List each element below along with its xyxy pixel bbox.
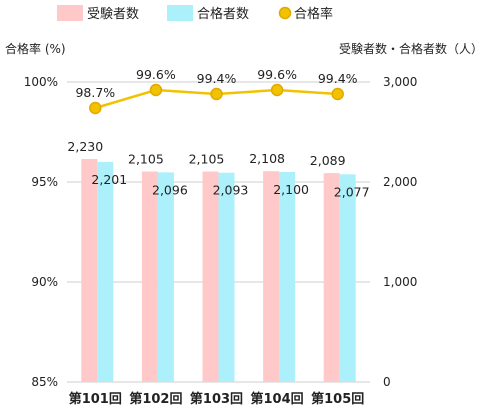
passers-value-label: 2,077	[334, 184, 370, 199]
x-axis-tick-label: 第102回	[129, 391, 182, 407]
pass-rate-point	[89, 101, 102, 115]
legend-label: 受験者数	[87, 7, 139, 22]
passers-value-label: 2,096	[152, 182, 188, 197]
passers-bar	[279, 172, 296, 382]
pass-rate-line: 98.7% 99.6% 99.4% 99.6% 99.4%	[75, 67, 358, 115]
y-right-tick-label: 1,000	[383, 275, 417, 289]
y-left-tick-label: 95%	[31, 175, 58, 189]
pass-rate-value-label: 98.7%	[75, 85, 115, 100]
passers-bar	[157, 172, 174, 382]
pass-rate-value-label: 99.6%	[136, 67, 176, 82]
examinees-value-label: 2,108	[249, 151, 285, 166]
examinees-bar	[141, 171, 158, 382]
legend-swatch	[57, 5, 83, 21]
bar-value-labels: 2,2302,2012,1052,0962,1052,0932,1082,100…	[67, 139, 369, 199]
examinees-bar	[323, 173, 340, 382]
y-right-tick-labels: 3,000 2,000 1,000 0	[383, 75, 417, 389]
examinees-value-label: 2,230	[67, 139, 103, 154]
y-left-axis-title: 合格率 (%)	[5, 41, 66, 56]
examinees-bar	[202, 171, 219, 382]
y-right-tick-label: 0	[383, 375, 391, 389]
examinees-bar	[263, 171, 280, 382]
pass-rate-point	[210, 87, 223, 101]
y-left-tick-labels: 100% 95% 90% 85%	[24, 75, 58, 389]
pass-rate-value-label: 99.4%	[197, 71, 237, 86]
pass-rate-value-label: 99.4%	[318, 71, 358, 86]
x-axis-tick-labels: 第101回 第102回 第103回 第104回 第105回	[69, 391, 365, 407]
x-axis-tick-label: 第104回	[251, 391, 304, 407]
y-right-axis-title: 受験者数・合格者数（人）	[339, 41, 483, 56]
x-axis-tick-label: 第103回	[190, 391, 243, 407]
y-left-tick-label: 100%	[24, 75, 58, 89]
examinees-value-label: 2,105	[189, 152, 225, 167]
legend-label: 合格者数	[197, 6, 249, 22]
examinees-value-label: 2,089	[310, 153, 346, 168]
legend-marker	[278, 6, 292, 20]
pass-rate-point	[331, 87, 344, 101]
y-left-tick-label: 90%	[31, 275, 58, 289]
pass-rate-value-label: 99.6%	[257, 67, 297, 82]
passers-value-label: 2,201	[91, 172, 127, 187]
bars	[81, 159, 356, 382]
passers-value-label: 2,093	[213, 183, 249, 198]
legend-label: 合格率	[294, 6, 333, 22]
y-right-tick-label: 3,000	[383, 75, 417, 89]
passers-bar	[97, 161, 114, 382]
x-axis-tick-label: 第101回	[69, 391, 122, 407]
x-axis-tick-label: 第105回	[311, 391, 364, 407]
passers-bar	[339, 174, 356, 382]
y-right-tick-label: 2,000	[383, 175, 417, 189]
legend: 受験者数 合格者数 合格率	[57, 5, 333, 22]
examinees-bar	[81, 159, 98, 382]
y-left-tick-label: 85%	[31, 375, 58, 389]
examinees-value-label: 2,105	[128, 152, 164, 167]
pass-rate-point	[270, 83, 284, 97]
passers-value-label: 2,100	[273, 182, 309, 197]
legend-swatch	[167, 5, 193, 21]
pass-rate-point	[149, 83, 163, 97]
passers-bar	[218, 172, 235, 382]
